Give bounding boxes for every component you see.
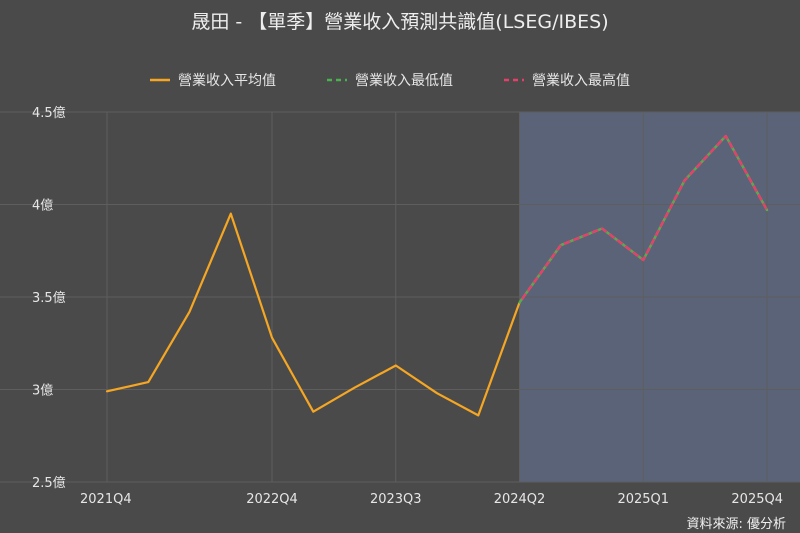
x-tick-label: 2025Q1 <box>617 492 669 507</box>
grid-layer <box>0 111 800 483</box>
y-tick-label: 2.5億 <box>32 475 66 491</box>
series-line-2 <box>518 134 769 304</box>
x-tick-label: 2024Q2 <box>494 492 546 507</box>
x-tick-label: 2021Q4 <box>80 492 132 507</box>
y-tick-label: 4.5億 <box>32 105 66 121</box>
y-axis: 2.5億 3億 3.5億 4億 4.5億 <box>32 105 66 491</box>
legend-item-0[interactable]: 營業收入平均值 <box>150 73 276 89</box>
y-tick-label: 3億 <box>32 383 53 399</box>
x-tick-label: 2022Q4 <box>246 492 298 507</box>
y-tick-label: 4億 <box>32 198 53 214</box>
legend-item-2[interactable]: 營業收入最高值 <box>504 72 630 89</box>
legend[interactable]: 營業收入平均值 營業收入最低值 營業收入最高值 <box>150 72 630 89</box>
x-tick-label: 2025Q4 <box>731 492 783 507</box>
legend-label-2: 營業收入最高值 <box>532 72 630 89</box>
legend-label-0: 營業收入平均值 <box>178 73 276 89</box>
series-layer <box>105 134 769 417</box>
chart-title: 晟田 - 【單季】營業收入預測共識值(LSEG/IBES) <box>191 11 608 33</box>
x-axis: 2021Q4 2022Q4 2023Q3 2024Q2 2025Q1 2025Q4 <box>80 492 783 507</box>
y-tick-label: 3.5億 <box>32 290 66 306</box>
legend-label-1: 營業收入最低值 <box>355 73 453 89</box>
source-label: 資料來源: 優分析 <box>686 517 786 532</box>
x-tick-label: 2023Q3 <box>370 492 422 507</box>
legend-item-1[interactable]: 營業收入最低值 <box>327 73 453 89</box>
